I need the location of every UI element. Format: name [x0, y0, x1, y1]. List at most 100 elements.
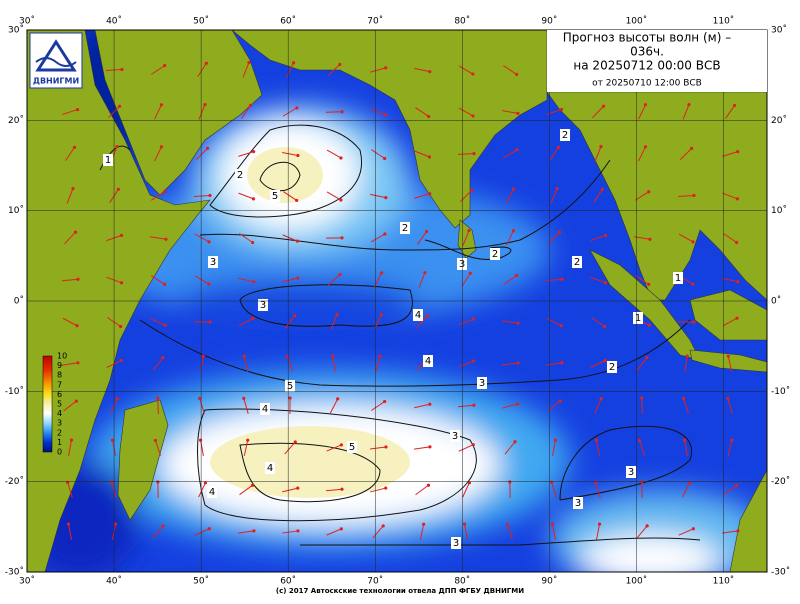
wave-arrow-head: [335, 313, 338, 316]
lat-label: -20˚: [5, 476, 24, 487]
lon-label: 80˚: [454, 576, 470, 587]
wave-arrow-head: [604, 281, 607, 284]
wave-arrow-head: [160, 145, 163, 148]
wave-arrow-head: [647, 190, 650, 193]
wave-arrow-head: [646, 524, 649, 527]
lon-label: 110˚: [713, 576, 735, 587]
wave-arrow-head: [296, 486, 299, 489]
wave-arrow-head: [247, 61, 250, 64]
wave-arrow-head: [115, 145, 118, 148]
wave-arrow-head: [551, 523, 554, 526]
wave-arrow-head: [252, 197, 255, 200]
wave-arrow-head: [692, 527, 695, 530]
wave-arrow-head: [382, 524, 385, 527]
footer: (c) 2017 Автоскские технологии отвела ДП…: [276, 587, 524, 595]
contour-label: 1: [105, 155, 111, 166]
wave-arrow-head: [242, 397, 245, 400]
wave-arrow-head: [120, 359, 123, 362]
wave-arrow-head: [67, 523, 70, 526]
wave-arrow: [326, 112, 342, 113]
contour-label: 3: [479, 378, 485, 389]
wave-arrow-head: [208, 321, 211, 324]
wave-arrow-head: [736, 150, 739, 153]
wave-arrow-head: [508, 480, 511, 483]
wave-arrow-head: [163, 64, 166, 67]
wave-arrow-head: [331, 355, 334, 358]
wave-arrow-head: [164, 238, 167, 241]
wave-arrow-head: [73, 146, 76, 149]
wave-arrow-head: [470, 189, 473, 192]
wave-arrow-head: [243, 355, 246, 358]
wave-arrow-head: [422, 523, 425, 526]
wave-arrow-head: [640, 480, 643, 483]
colorbar-scale: [43, 356, 52, 452]
wave-arrow-head: [163, 190, 166, 193]
wave-arrow-head: [735, 484, 738, 487]
wave-arrow-head: [76, 278, 79, 281]
lat-label: -30˚: [5, 567, 24, 578]
contour-label: 3: [260, 300, 266, 311]
wave-arrow-head: [512, 229, 515, 232]
wave-arrow-head: [560, 108, 563, 111]
wave-arrow-head: [120, 281, 123, 284]
wave-arrow-head: [296, 240, 299, 243]
wave-arrow-head: [76, 361, 79, 364]
wave-arrow-head: [207, 283, 210, 286]
colorbar-label: 6: [57, 390, 62, 399]
contour-label: 2: [237, 170, 243, 181]
wave-arrow-head: [472, 152, 475, 155]
wave-arrow-head: [601, 188, 604, 191]
wave-arrow-head: [252, 280, 255, 283]
wave-arrow-head: [295, 199, 298, 202]
wave-arrow-head: [338, 63, 341, 66]
wave-arrow-head: [515, 148, 518, 151]
wave-arrow-head: [736, 197, 739, 200]
wave-arrow-head: [338, 273, 341, 276]
contour-label: 4: [267, 463, 273, 474]
wave-arrow-head: [120, 68, 123, 71]
wave-arrow-head: [70, 439, 73, 442]
colorbar-label: 0: [57, 448, 62, 457]
wave-arrow-head: [66, 481, 69, 484]
wave-arrow-head: [594, 481, 597, 484]
high-wave-zone: [210, 426, 410, 498]
wave-arrow-head: [154, 439, 157, 442]
wave-arrow-head: [249, 104, 252, 107]
wave-arrow-head: [692, 320, 695, 323]
wave-arrow-head: [383, 400, 386, 403]
lat-label: -10˚: [5, 386, 24, 397]
contour-label: 4: [425, 356, 431, 367]
wave-arrow-head: [426, 314, 429, 317]
wave-arrow-head: [427, 115, 430, 118]
wave-arrow-head: [691, 240, 694, 243]
lon-label: 100˚: [626, 576, 648, 587]
issued-time: от 20250710 12:00 ВСВ: [592, 79, 702, 89]
wave-arrow-head: [472, 359, 475, 362]
wave-arrow-head: [602, 105, 605, 108]
lon-label: 40˚: [106, 576, 122, 587]
wave-arrow-head: [687, 103, 690, 106]
lat-label: -30˚: [771, 567, 790, 578]
contour-label: 2: [492, 249, 498, 260]
wave-arrow-head: [428, 403, 431, 406]
wave-arrow-head: [559, 399, 562, 402]
wave-arrow-head: [469, 272, 472, 275]
wave-arrow-head: [75, 324, 78, 327]
wave-arrow-head: [595, 439, 598, 442]
contour-label: 3: [459, 259, 465, 270]
wave-arrow-head: [336, 397, 339, 400]
wave-arrow-head: [557, 146, 560, 149]
wave-arrow-head: [384, 113, 387, 116]
wave-arrow-head: [638, 439, 641, 442]
contour-label: 2: [402, 223, 408, 234]
wave-arrow-head: [340, 110, 343, 113]
contour-label: 4: [209, 487, 215, 498]
lat-label: 10˚: [8, 205, 24, 216]
wave-arrow-head: [604, 234, 607, 237]
wave-arrow-head: [686, 354, 689, 357]
colorbar-label: 2: [57, 428, 62, 437]
wave-arrow-head: [75, 400, 78, 403]
wave-arrow-head: [208, 194, 211, 197]
wave-arrow-head: [640, 396, 643, 399]
wave-arrow-head: [735, 241, 738, 244]
